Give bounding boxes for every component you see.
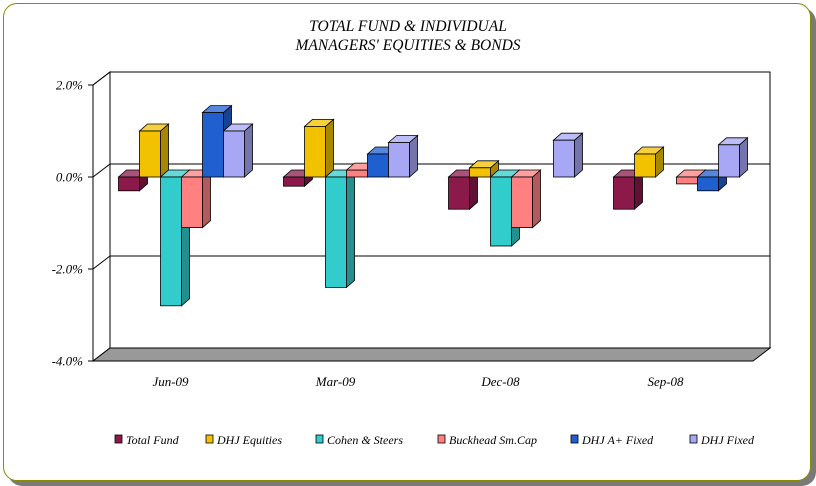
bar — [387, 134, 419, 178]
bar-front — [613, 176, 635, 210]
bar-front — [118, 176, 140, 192]
bar-front — [448, 176, 470, 210]
bar-front — [634, 153, 656, 178]
bar — [717, 136, 749, 178]
bar-side — [346, 169, 355, 289]
bar-front — [202, 112, 224, 178]
y-tick-label: 0.0% — [56, 170, 83, 185]
plot-floor — [91, 347, 772, 362]
y-tick-label: 2.0% — [56, 78, 83, 93]
bar-front — [346, 169, 368, 178]
x-tick-label: Mar-09 — [315, 374, 356, 389]
bar — [633, 146, 665, 178]
bar — [324, 169, 356, 289]
bar-front — [283, 176, 305, 187]
bar-front — [139, 130, 161, 178]
legend-swatch — [689, 434, 698, 444]
bar-front — [325, 176, 347, 288]
bar-side — [202, 169, 211, 229]
legend-label: Cohen & Steers — [327, 433, 403, 447]
plot-side-wall — [92, 70, 111, 363]
bar-side — [574, 132, 583, 178]
legend-label: DHJ A+ Fixed — [581, 433, 654, 447]
bar-front — [160, 176, 182, 307]
bar-front — [388, 142, 410, 178]
bar-front — [718, 144, 740, 178]
bar-front — [223, 130, 245, 178]
bar-side — [160, 123, 169, 178]
bar-front — [367, 153, 389, 178]
x-tick-label: Jun-09 — [152, 374, 189, 389]
bar-front — [181, 176, 203, 228]
bar-front — [469, 167, 491, 178]
gridline-side — [92, 255, 111, 270]
chart-title-line: MANAGERS' EQUITIES & BONDS — [294, 37, 520, 54]
bars-group — [117, 104, 749, 307]
x-tick-label: Dec-08 — [480, 374, 520, 389]
bar — [180, 169, 212, 229]
bar-side — [244, 123, 253, 178]
bar — [138, 123, 170, 178]
legend-swatch — [315, 434, 324, 444]
y-tick-label: -4.0% — [52, 354, 84, 369]
bar — [552, 132, 584, 178]
bar-front — [697, 176, 719, 192]
bar-side — [325, 118, 334, 178]
bar-front — [676, 176, 698, 185]
legend: Total Fund DHJ Equities Cohen & Steers Buck… — [114, 433, 755, 447]
legend-label: Buckhead Sm.Cap — [449, 433, 537, 447]
legend-swatch — [437, 434, 446, 444]
legend-label: DHJ Fixed — [700, 433, 755, 447]
x-tick-label: Sep-08 — [647, 374, 684, 389]
legend-swatch — [205, 434, 214, 444]
legend-swatch — [114, 434, 123, 444]
legend-label: DHJ Equities — [216, 433, 282, 447]
bar-side — [532, 169, 541, 229]
legend-swatch — [570, 434, 579, 444]
y-tick-label: -2.0% — [52, 262, 84, 277]
bar-front — [490, 176, 512, 247]
gridline-side — [92, 163, 111, 178]
bar-front — [304, 126, 326, 178]
bar — [510, 169, 542, 229]
bar-front — [511, 176, 533, 228]
bar-front — [553, 139, 575, 178]
bar — [303, 118, 335, 178]
legend-label: Total Fund — [126, 433, 180, 447]
chart-title-line: TOTAL FUND & INDIVIDUAL — [309, 18, 507, 35]
bar — [222, 123, 254, 178]
bar — [447, 169, 479, 211]
gridline-side — [92, 71, 111, 86]
